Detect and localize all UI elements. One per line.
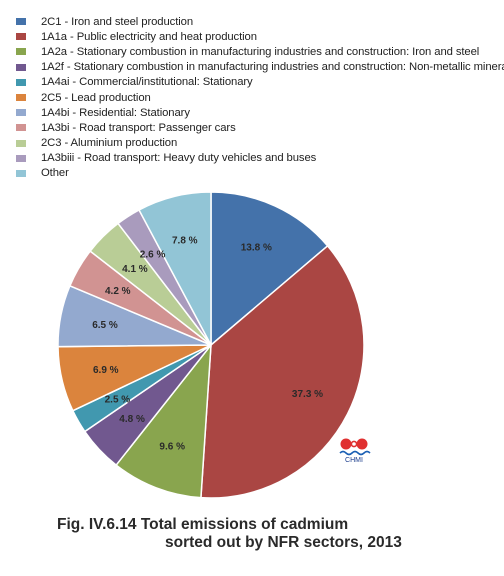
legend-label: 2C5 - Lead production [41,91,151,104]
chmi-logo-icon [339,438,371,456]
legend-item: 1A4bi - Residential: Stationary [16,105,502,120]
legend-swatch [16,124,26,132]
legend-label: 1A2f - Stationary combustion in manufact… [41,61,504,74]
pie-slice [200,244,365,499]
chart-subtitle: sorted out by NFR sectors, 2013 [165,534,402,551]
legend-label: 1A1a - Public electricity and heat produ… [41,30,257,43]
legend-swatch [16,139,26,147]
pie-slice [138,191,212,346]
legend-item: 1A3biii - Road transport: Heavy duty veh… [16,151,502,166]
slice-data-label: 4.2 % [105,286,131,297]
legend-swatch [16,78,26,86]
legend-swatch [16,169,26,177]
legend-label: 1A4bi - Residential: Stationary [41,106,190,119]
legend-label: 2C1 - Iron and steel production [41,15,194,28]
chmi-logo: CHMI [336,436,372,470]
slice-data-label: 13.8 % [241,243,272,254]
legend-swatch [16,109,26,117]
legend-swatch [16,154,26,162]
legend-item: 2C3 - Aluminium production [16,136,502,151]
legend-label: 1A2a - Stationary combustion in manufact… [41,45,480,58]
slice-data-label: 6.5 % [92,320,118,331]
chart-legend: 2C1 - Iron and steel production 1A1a - Pu… [16,14,504,181]
slice-data-label: 4.1 % [122,264,148,275]
legend-swatch [16,94,26,102]
legend-item: Other [16,166,502,181]
legend-swatch [16,48,26,56]
slice-labels: 13.8 % 37.3 % 9.6 % 4.8 % 2.5 % 6.9 % 6.5 % 4.2… [92,236,323,453]
legend-item: 1A2a - Stationary combustion in manufact… [16,44,502,59]
legend-item: 1A3bi - Road transport: Passenger cars [16,120,502,135]
legend-label: 1A4ai - Commercial/institutional: Statio… [41,76,253,89]
legend-item: 2C5 - Lead production [16,90,502,105]
legend-swatch [16,33,26,41]
legend-swatch [16,18,26,26]
pie-slice [115,342,212,499]
legend-swatch [16,63,26,71]
legend-item: 1A4ai - Commercial/institutional: Statio… [16,75,502,90]
legend-label: 1A3biii - Road transport: Heavy duty veh… [41,152,317,165]
slice-data-label: 37.3 % [292,389,323,400]
pie-slices [57,191,365,499]
legend-item: 1A2f - Stationary combustion in manufact… [16,60,504,75]
legend-label: Other [41,167,69,180]
pie-slice [210,191,329,347]
chart-title: Fig. IV.6.14 Total emissions of cadmium [57,516,349,533]
slice-data-label: 4.8 % [119,414,145,425]
legend-item: 1A1a - Public electricity and heat produ… [16,29,502,44]
legend-label: 2C3 - Aluminium production [41,137,178,150]
slice-data-label: 6.9 % [93,365,119,376]
slice-data-label: 7.8 % [172,236,198,247]
chmi-logo-text: CHMI [345,457,363,464]
slice-data-label: 2.5 % [105,394,131,405]
legend-item: 2C1 - Iron and steel production [16,14,502,29]
legend-label: 1A3bi - Road transport: Passenger cars [41,121,236,134]
slice-data-label: 9.6 % [159,441,185,452]
slice-data-label: 2.6 % [140,250,166,261]
